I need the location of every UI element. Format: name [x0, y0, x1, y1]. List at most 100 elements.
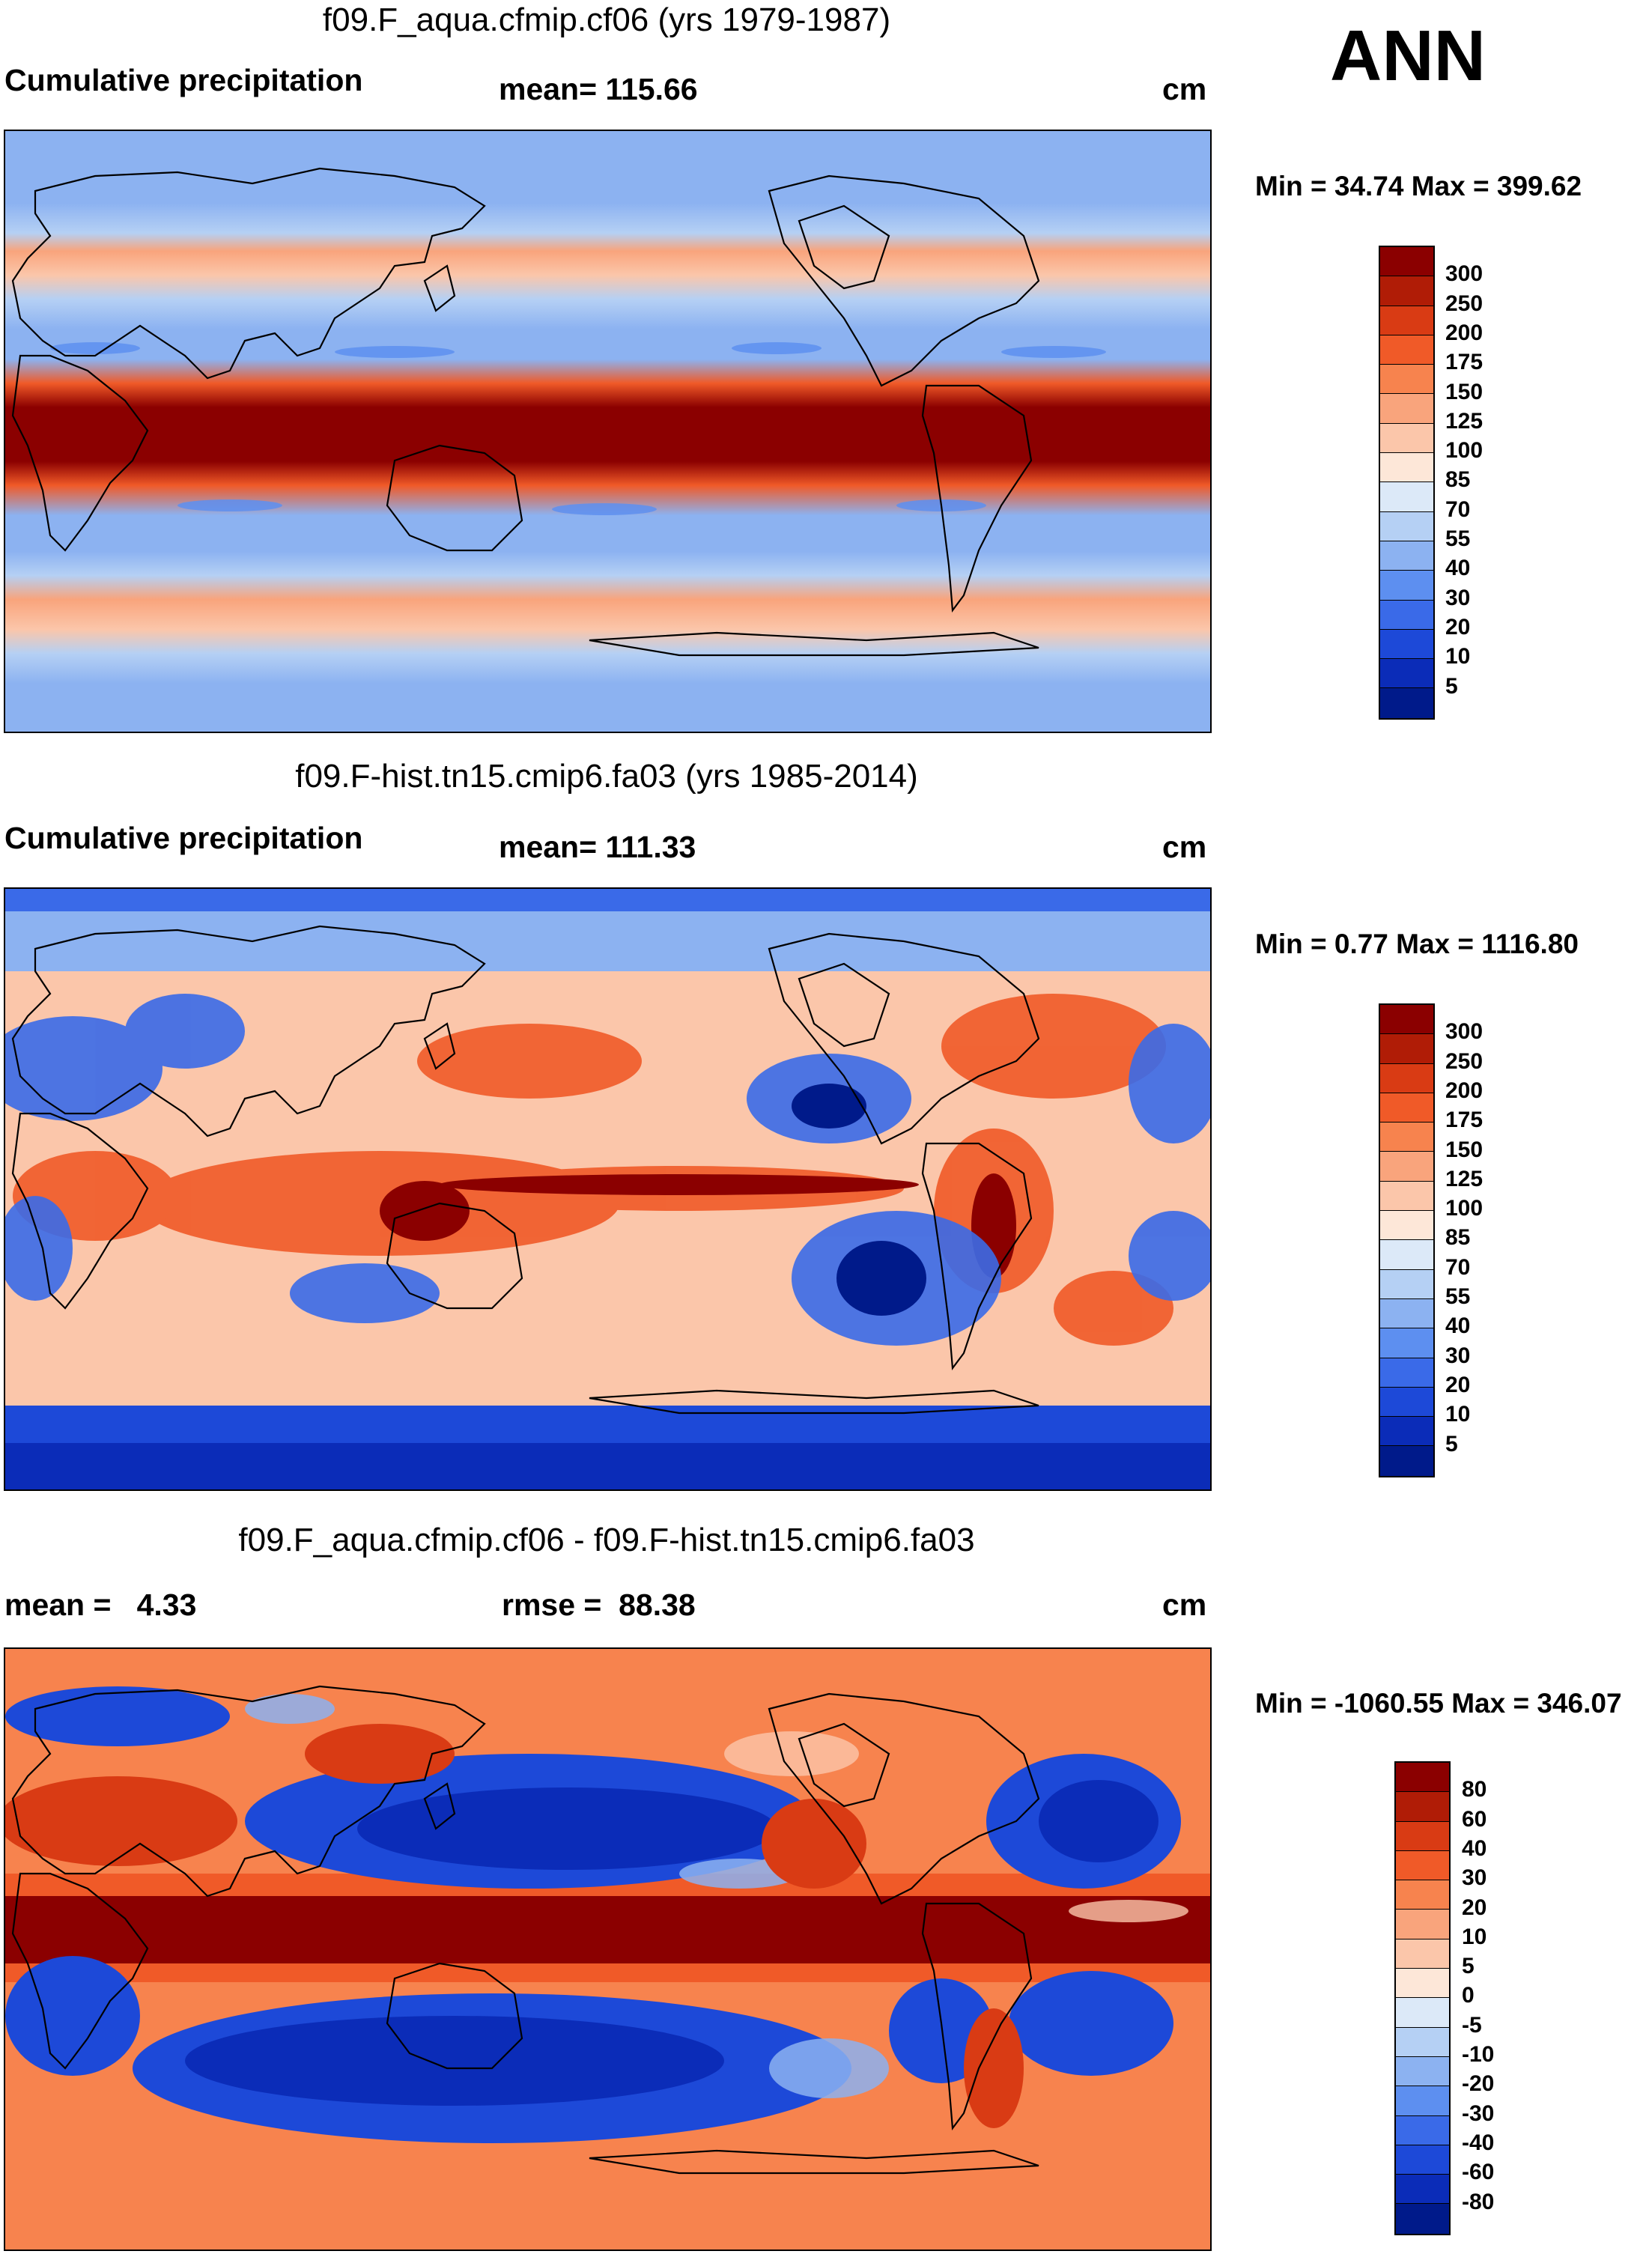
panel-1-colorbar-tick-label: 300	[1445, 261, 1484, 287]
panel-1-colorbar-tick-label: 150	[1445, 379, 1484, 404]
panel-1-colorbar-swatch	[1380, 629, 1433, 660]
panel-1-colorbar-swatches	[1380, 247, 1433, 718]
panel-3-colorbar-swatch	[1396, 1850, 1449, 1881]
panel-1-colorbar-swatch	[1380, 659, 1433, 689]
panel-3-colorbar-tick-label: -20	[1462, 2071, 1495, 2097]
panel-3-colorbar-tick-label: -60	[1462, 2160, 1495, 2185]
panel-1-left-label: Cumulative precipitation	[4, 63, 363, 97]
panel-2-colorbar-swatch	[1380, 1240, 1433, 1270]
panel-3-colorbar-swatch	[1396, 1910, 1449, 1939]
panel-2-colorbar-swatch	[1380, 1358, 1433, 1388]
panel-2-colorbar-swatch	[1380, 1123, 1433, 1152]
panel-2-map	[4, 887, 1212, 1491]
panel-2-colorbar-swatch	[1380, 1211, 1433, 1241]
panel-2-colorbar-tick-label: 150	[1445, 1137, 1484, 1162]
panel-2-colorbar-swatch	[1380, 1005, 1433, 1035]
panel-3-colorbar-tick-label: 5	[1462, 1954, 1475, 1979]
panel-3-minmax: Min = -1060.55 Max = 346.07	[1255, 1688, 1622, 1719]
panel-2-colorbar-swatch	[1380, 1298, 1433, 1329]
panel-2-units: cm	[1162, 830, 1207, 864]
panel-3-colorbar-swatch	[1396, 1763, 1449, 1793]
panel-2-colorbar-swatch	[1380, 1093, 1433, 1123]
panel-2-colorbar-tick-label: 40	[1445, 1313, 1471, 1339]
panel-3-colorbar-swatches	[1396, 1763, 1449, 2234]
panel-3-colorbar-swatch	[1396, 1939, 1449, 1969]
panel-3-colorbar-swatch	[1396, 1821, 1449, 1851]
panel-2-colorbar-tick-label: 300	[1445, 1019, 1484, 1045]
panel-1-colorbar-swatch	[1380, 541, 1433, 571]
panel-3-colorbar-swatch	[1396, 2056, 1449, 2087]
panel-2-colorbar-swatch	[1380, 1328, 1433, 1358]
panel-1-colorbar-tick-label: 5	[1445, 673, 1458, 699]
panel-3-colorbar-tick-label: 30	[1462, 1865, 1487, 1891]
panel-2-colorbar-swatch	[1380, 1034, 1433, 1064]
panel-2-colorbar-swatch	[1380, 1269, 1433, 1299]
panel-2-colorbar-swatch	[1380, 1417, 1433, 1447]
panel-1-colorbar-swatch	[1380, 306, 1433, 335]
panel-3-colorbar-tick-label: 0	[1462, 1983, 1475, 2008]
panel-2-colorbar-tick-label: 30	[1445, 1343, 1471, 1368]
season-label: ANN	[1330, 16, 1486, 96]
panel-2-colorbar-tick-label: 55	[1445, 1284, 1471, 1309]
panel-1-colorbar-swatch	[1380, 423, 1433, 454]
panel-2-colorbar-tick-label: 85	[1445, 1225, 1471, 1251]
panel-1-colorbar-swatch	[1380, 600, 1433, 630]
panel-1-colorbar-tick-label: 200	[1445, 320, 1484, 345]
panel-1-colorbar-swatch	[1380, 688, 1433, 718]
panel-3-colorbar-swatch	[1396, 1792, 1449, 1822]
panel-1-colorbar-tick-label: 10	[1445, 644, 1471, 669]
panel-1-units: cm	[1162, 72, 1207, 106]
panel-3-colorbar-tick-label: 40	[1462, 1835, 1487, 1861]
panel-1-title: f09.F_aqua.cfmip.cf06 (yrs 1979-1987)	[322, 1, 891, 38]
panel-2-colorbar-tick-label: 175	[1445, 1108, 1484, 1133]
panel-3-colorbar-swatch	[1396, 2175, 1449, 2205]
panel-3-colorbar-swatch	[1396, 2145, 1449, 2175]
panel-3-colorbar-tick-label: 20	[1462, 1895, 1487, 1920]
panel-2-title: f09.F-hist.tn15.cmip6.fa03 (yrs 1985-201…	[295, 758, 918, 795]
panel-2-colorbar-swatch	[1380, 1152, 1433, 1182]
panel-2-map-field	[5, 889, 1210, 1489]
panel-2-minmax: Min = 0.77 Max = 1116.80	[1255, 929, 1579, 959]
panel-3-colorbar-swatch	[1396, 2115, 1449, 2145]
panel-1-minmax: Min = 34.74 Max = 399.62	[1255, 171, 1582, 201]
panel-1-colorbar-tick-label: 175	[1445, 350, 1484, 375]
panel-2-colorbar-tick-label: 10	[1445, 1402, 1471, 1427]
panel-2-colorbar-swatch	[1380, 1063, 1433, 1093]
panel-2-colorbar	[1379, 1003, 1435, 1477]
panel-3-colorbar-swatch	[1396, 2204, 1449, 2234]
panel-1-map-field	[5, 131, 1210, 732]
panel-2-colorbar-swatches	[1380, 1005, 1433, 1476]
panel-3-map	[4, 1647, 1212, 2251]
panel-1-colorbar-tick-label: 40	[1445, 556, 1471, 581]
panel-2-colorbar-tick-label: 5	[1445, 1431, 1458, 1456]
panel-1-colorbar-swatch	[1380, 511, 1433, 541]
panel-2-colorbar-swatch	[1380, 1181, 1433, 1212]
panel-3-colorbar-swatch	[1396, 2086, 1449, 2116]
panel-2-colorbar-tick-label: 70	[1445, 1254, 1471, 1280]
panel-1-center-label: mean= 115.66	[499, 72, 698, 106]
panel-3-units: cm	[1162, 1588, 1207, 1622]
panel-1-colorbar-tick-label: 20	[1445, 614, 1471, 640]
panel-3-map-field	[5, 1649, 1210, 2250]
panel-1-colorbar-swatch	[1380, 276, 1433, 306]
panel-1-colorbar-tick-label: 125	[1445, 408, 1484, 434]
panel-3-colorbar-swatch	[1396, 1998, 1449, 2028]
panel-1-map	[4, 130, 1212, 733]
panel-2-colorbar-tick-label: 100	[1445, 1196, 1484, 1221]
panel-3-center-label: rmse = 88.38	[502, 1588, 696, 1622]
panel-3-colorbar-tick-label: 80	[1462, 1777, 1487, 1802]
panel-1-colorbar-tick-label: 100	[1445, 438, 1484, 464]
panel-3-title: f09.F_aqua.cfmip.cf06 - f09.F-hist.tn15.…	[238, 1522, 975, 1558]
panel-3-colorbar-tick-label: 10	[1462, 1924, 1487, 1949]
panel-2-colorbar-swatch	[1380, 1446, 1433, 1476]
panel-2-colorbar-tick-label: 125	[1445, 1166, 1484, 1191]
panel-1-colorbar-swatch	[1380, 247, 1433, 277]
panel-3-colorbar-tick-label: -40	[1462, 2130, 1495, 2155]
panel-3-colorbar-swatch	[1396, 1880, 1449, 1910]
panel-2-left-label: Cumulative precipitation	[4, 821, 363, 855]
panel-1-colorbar-tick-label: 55	[1445, 526, 1471, 551]
panel-1-colorbar-tick-label: 85	[1445, 467, 1471, 493]
panel-2-center-label: mean= 111.33	[499, 830, 696, 864]
panel-3-colorbar	[1394, 1761, 1451, 2235]
panel-3-colorbar-tick-label: 60	[1462, 1806, 1487, 1832]
